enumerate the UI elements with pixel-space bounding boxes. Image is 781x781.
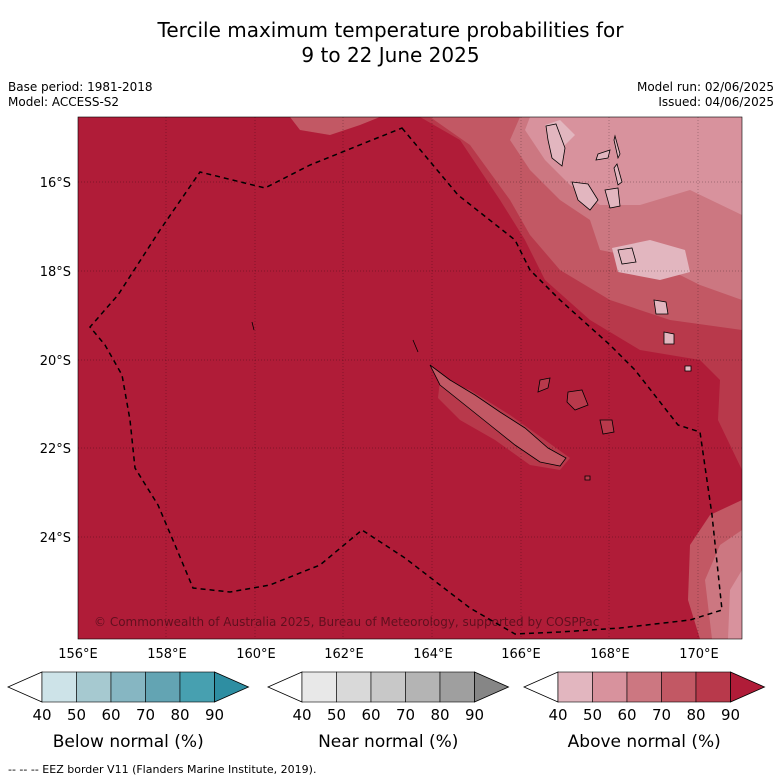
colorbar-segment [592, 671, 628, 703]
map-copyright: © Commonwealth of Australia 2025, Bureau… [94, 615, 599, 629]
band-se-50 [728, 570, 742, 639]
lat-label: 24°S [40, 531, 71, 546]
colorbar-tick: 60 [617, 706, 636, 724]
colorbar-upper-extension [474, 671, 510, 703]
colorbar-tick: 50 [327, 706, 346, 724]
model-name: Model: ACCESS-S2 [8, 95, 120, 109]
colorbar-lower-extension [7, 671, 43, 703]
colorbar-lower-extension [267, 671, 303, 703]
title-line-2: 9 to 22 June 2025 [301, 43, 480, 67]
colorbar-tick: 80 [430, 706, 449, 724]
probability-map: © Commonwealth of Australia 2025, Bureau… [40, 116, 743, 660]
colorbar-tick: 60 [361, 706, 380, 724]
meta-right: Model run: 02/06/2025 Issued: 04/06/2025 [637, 80, 774, 110]
colorbar-label: Above normal (%) [568, 732, 721, 752]
lat-axis: 16°S 18°S 20°S 22°S 24°S [40, 176, 71, 546]
colorbar-segment [695, 671, 731, 703]
lon-label: 170°E [679, 647, 719, 660]
meta-left: Base period: 1981-2018 Model: ACCESS-S2 [8, 80, 153, 110]
colorbar-label: Near normal (%) [318, 732, 458, 752]
colorbar-tick: 40 [292, 706, 311, 724]
map-title: Tercile maximum temperature probabilitie… [0, 18, 781, 68]
eez-legend-note: -- -- -- EEZ border V11 (Flanders Marine… [8, 763, 317, 776]
colorbar-tick: 70 [396, 706, 415, 724]
colorbar-segment [41, 671, 77, 703]
lat-label: 16°S [40, 176, 71, 191]
colorbar-segment [179, 671, 215, 703]
colorbar-segment [370, 671, 406, 703]
lat-label: 22°S [40, 442, 71, 457]
colorbar-segment [76, 671, 112, 703]
colorbar-tick: 70 [136, 706, 155, 724]
colorbar-segment [336, 671, 372, 703]
colorbar-segment [626, 671, 662, 703]
vanuatu-islands [545, 123, 692, 372]
colorbar-tick: 80 [170, 706, 189, 724]
small-islet [251, 321, 419, 353]
colorbar-1: 40 50 60 70 80 90 Near normal (%) [267, 671, 510, 752]
lon-label: 162°E [324, 647, 364, 660]
colorbar-segment [439, 671, 475, 703]
colorbar-segment [145, 671, 181, 703]
colorbar-segment [661, 671, 697, 703]
graticule [78, 117, 742, 639]
colorbar-segment [301, 671, 337, 703]
colorbar-tick: 90 [465, 706, 484, 724]
lon-label: 164°E [413, 647, 453, 660]
lon-label: 158°E [147, 647, 187, 660]
lat-label: 20°S [40, 354, 71, 369]
colorbar-tick: 60 [101, 706, 120, 724]
colorbar-tick: 40 [548, 706, 567, 724]
colorbar-segment [110, 671, 146, 703]
lon-label: 160°E [236, 647, 276, 660]
colorbar-tick: 80 [686, 706, 705, 724]
new-caledonia-island [429, 364, 567, 467]
colorbar-tick: 50 [67, 706, 86, 724]
base-period: Base period: 1981-2018 [8, 80, 153, 94]
colorbar-label: Below normal (%) [53, 732, 204, 752]
issued-date: Issued: 04/06/2025 [658, 95, 774, 109]
lon-axis: 156°E 158°E 160°E 162°E 164°E 166°E 168°… [58, 647, 719, 660]
colorbar-tick: 90 [721, 706, 740, 724]
colorbar-lower-extension [523, 671, 559, 703]
model-run: Model run: 02/06/2025 [636, 80, 774, 94]
colorbar-tick: 50 [583, 706, 602, 724]
lon-label: 166°E [501, 647, 541, 660]
lon-label: 156°E [58, 647, 98, 660]
lat-label: 18°S [40, 265, 71, 280]
colorbar-tick: 90 [205, 706, 224, 724]
colorbar-segment [405, 671, 441, 703]
loyalty-islands [537, 377, 615, 481]
colorbar-tick: 70 [652, 706, 671, 724]
colorbar-upper-extension [214, 671, 250, 703]
colorbar-segment [557, 671, 593, 703]
colorbar-upper-extension [730, 671, 766, 703]
lon-label: 168°E [590, 647, 630, 660]
title-line-1: Tercile maximum temperature probabilitie… [157, 18, 624, 42]
colorbar-tick: 40 [32, 706, 51, 724]
